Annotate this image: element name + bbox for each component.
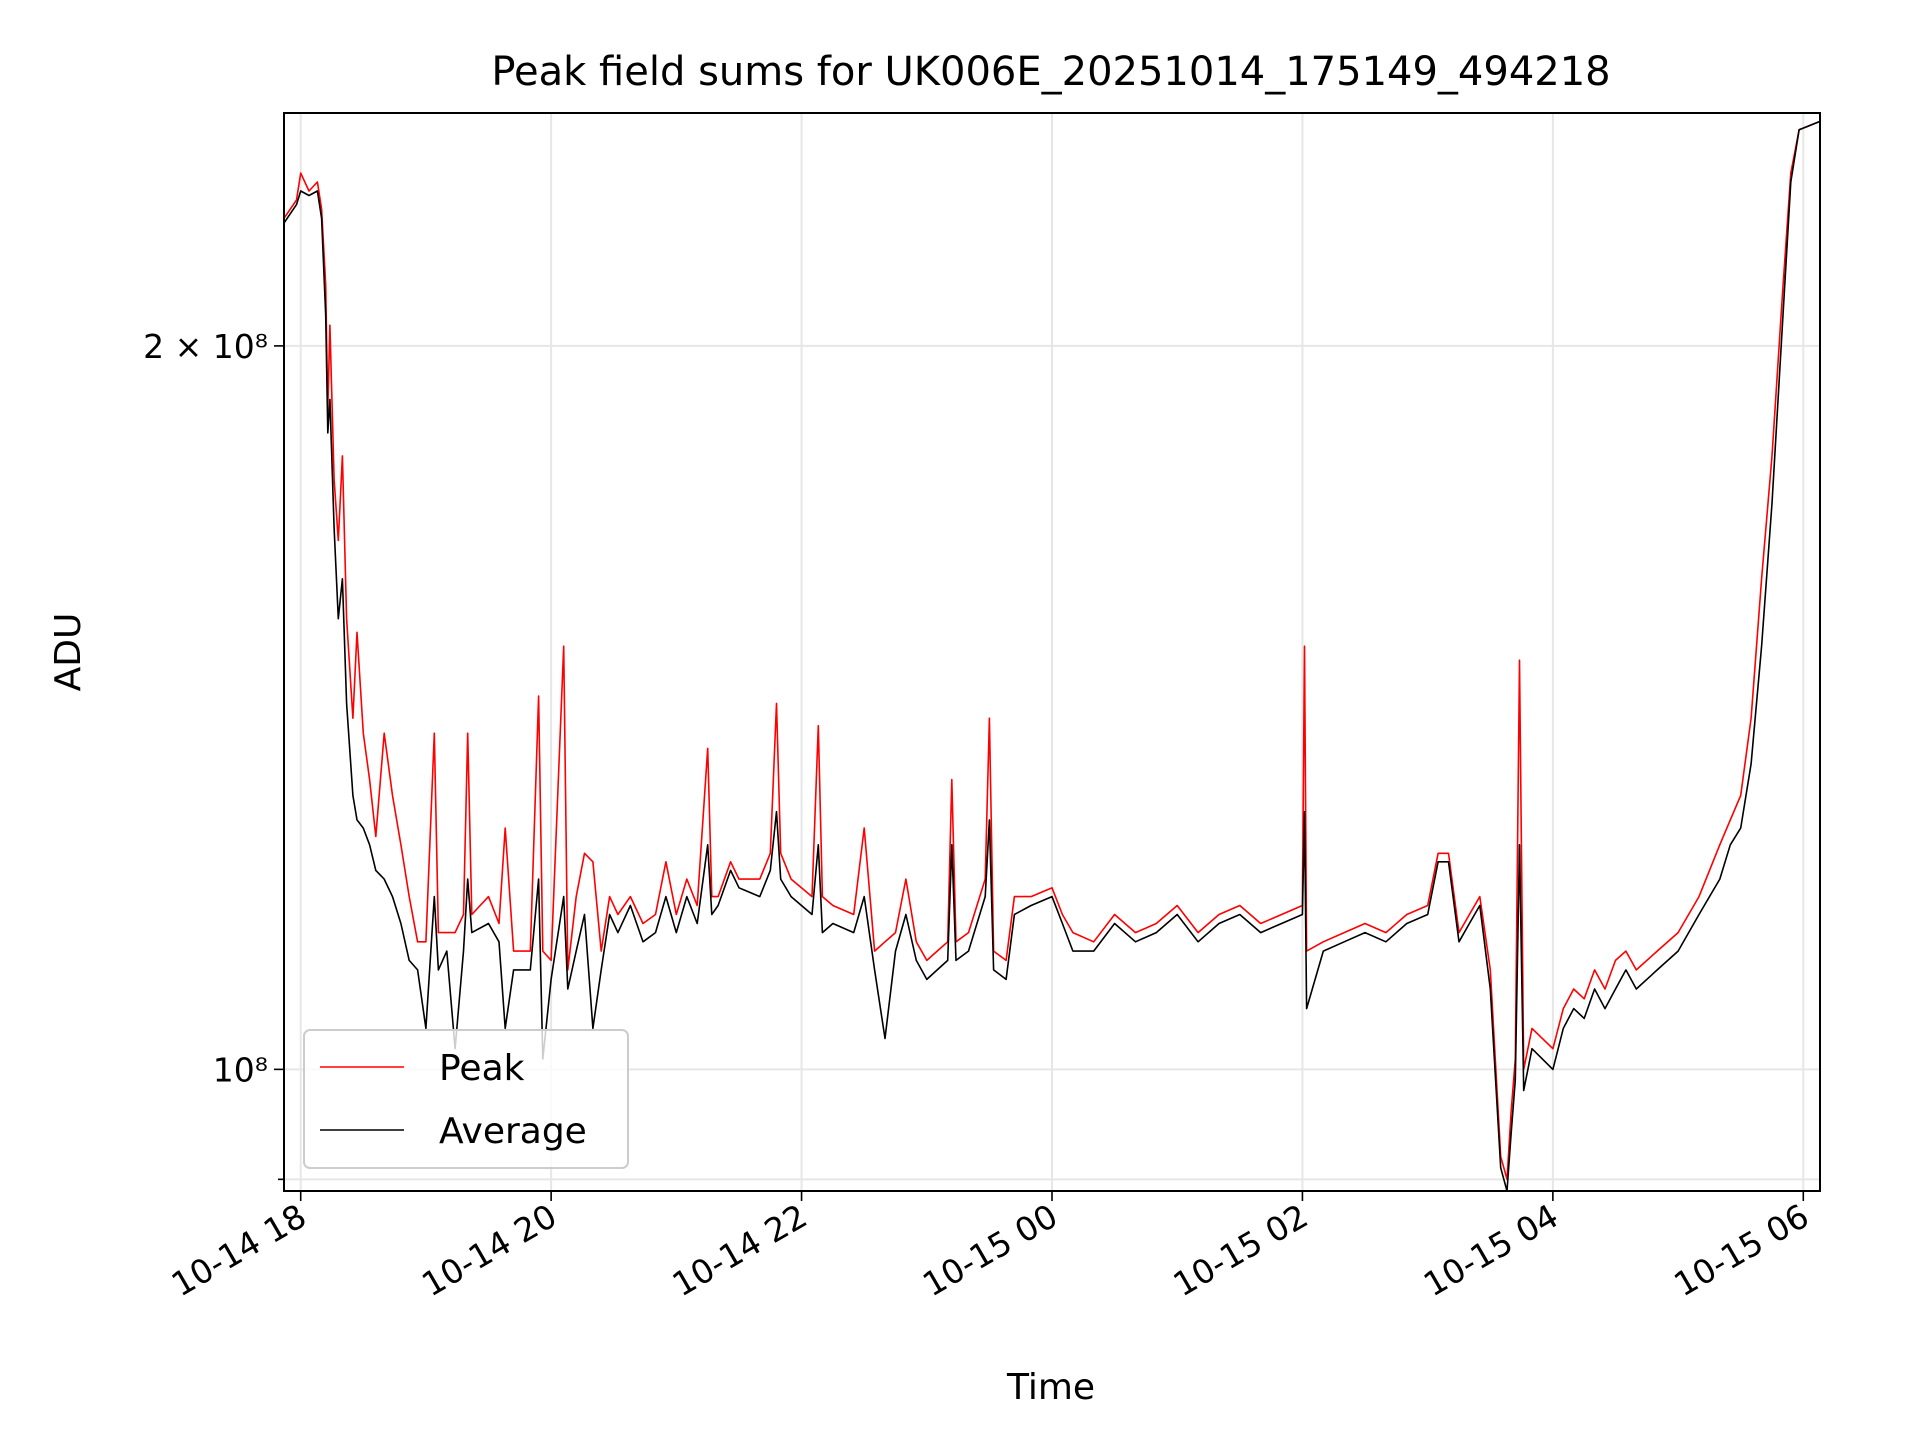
- legend-box: [303, 1029, 629, 1169]
- legend-label-average: Average: [439, 1111, 587, 1152]
- series-line-peak: [283, 120, 1821, 1181]
- y-tick-label: 10⁸: [213, 1050, 268, 1089]
- x-axis-label: Time: [1006, 1367, 1095, 1408]
- series-line-average: [283, 120, 1821, 1192]
- legend-label-peak: Peak: [439, 1048, 525, 1089]
- y-axis-label: ADU: [48, 613, 89, 692]
- series-layer: [283, 120, 1821, 1192]
- chart-title: Peak field sums for UK006E_20251014_1751…: [491, 49, 1610, 95]
- y-tick-label: 2 × 10⁸: [143, 327, 268, 366]
- legend: Peak Average: [303, 1029, 629, 1169]
